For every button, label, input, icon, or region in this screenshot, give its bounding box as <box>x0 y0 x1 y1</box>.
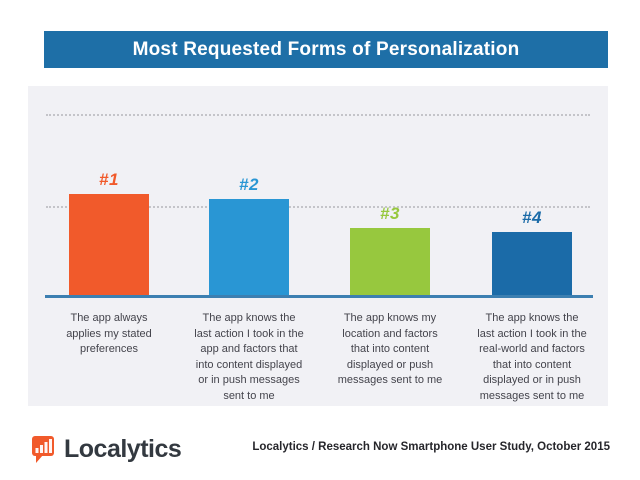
gridline-lower <box>46 206 590 208</box>
bar-group-4: #4 <box>492 208 572 295</box>
bar-chart-speech-bubble-icon <box>32 435 54 463</box>
gridline-upper <box>46 114 590 116</box>
rank-label-3: #3 <box>380 204 400 223</box>
page-title: Most Requested Forms of Personalization <box>132 38 520 60</box>
bar-group-3: #3 <box>350 204 430 295</box>
rank-label-4: #4 <box>522 208 542 227</box>
bar-1 <box>69 194 149 295</box>
bar-4 <box>492 232 572 295</box>
title-bar: Most Requested Forms of Personalization <box>44 31 608 68</box>
category-label-4: The app knows the last action I took in … <box>477 312 587 403</box>
chart-panel: #1 #2 #3 #4 The app always applies my st… <box>28 86 608 406</box>
brand-name: Localytics <box>64 434 182 463</box>
rank-label-2: #2 <box>239 175 259 194</box>
bar-2 <box>209 199 289 295</box>
brand-logo: Localytics <box>31 432 182 466</box>
source-attribution: Localytics / Research Now Smartphone Use… <box>252 441 610 453</box>
category-label-2: The app knows the last action I took in … <box>194 312 304 403</box>
x-axis-line <box>45 295 593 298</box>
category-label-3: The app knows my location and factors th… <box>337 312 443 387</box>
bar-3 <box>350 228 430 295</box>
bar-group-2: #2 <box>209 175 289 295</box>
bar-group-1: #1 <box>69 170 149 295</box>
rank-label-1: #1 <box>99 170 119 189</box>
category-label-1: The app always applies my stated prefere… <box>66 312 152 356</box>
